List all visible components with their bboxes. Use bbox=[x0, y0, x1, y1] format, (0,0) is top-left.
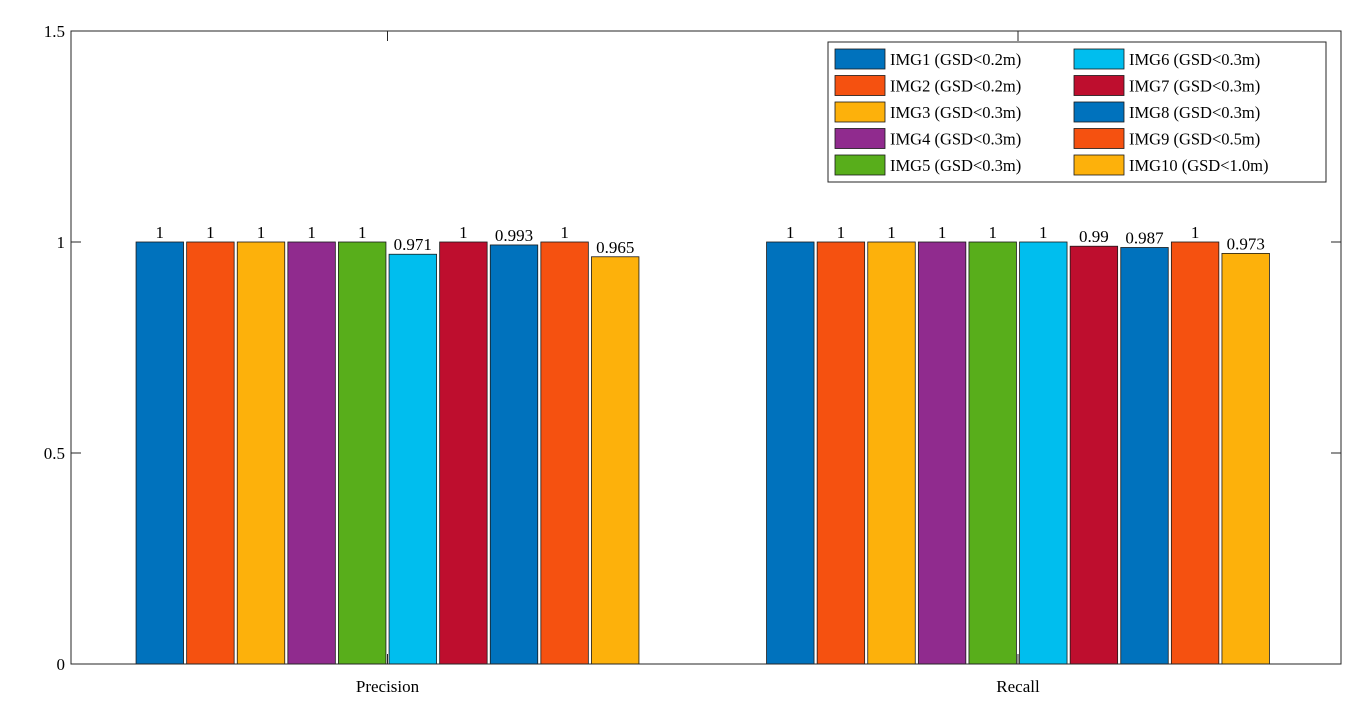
bar-value-label: 1 bbox=[459, 223, 468, 242]
bar bbox=[591, 256, 640, 665]
legend-swatch bbox=[834, 128, 886, 149]
y-tick-label: 1 bbox=[57, 233, 66, 252]
bar-value-label: 0.987 bbox=[1125, 228, 1164, 247]
legend-label: IMG4 (GSD<0.3m) bbox=[890, 130, 1021, 149]
bar bbox=[540, 241, 589, 665]
bar bbox=[338, 241, 387, 665]
legend-label: IMG9 (GSD<0.5m) bbox=[1129, 130, 1260, 149]
bar bbox=[439, 241, 488, 665]
bar-value-label: 1 bbox=[887, 223, 896, 242]
bar-value-label: 1 bbox=[257, 223, 266, 242]
bar-value-label: 0.993 bbox=[495, 226, 533, 245]
bar bbox=[968, 241, 1017, 665]
bar bbox=[135, 241, 184, 665]
plot-frame bbox=[70, 30, 1342, 665]
y-axis: 0 0.5 1 1.5 bbox=[44, 22, 65, 674]
bar bbox=[1221, 252, 1270, 665]
bar bbox=[1120, 247, 1169, 665]
bar bbox=[766, 241, 815, 665]
bar bbox=[388, 253, 437, 665]
x-tick-label: Precision bbox=[356, 677, 420, 696]
x-tick-label: Recall bbox=[996, 677, 1040, 696]
bar-value-label: 1 bbox=[786, 223, 795, 242]
y-tick-label: 0.5 bbox=[44, 444, 65, 463]
legend-label: IMG8 (GSD<0.3m) bbox=[1129, 103, 1260, 122]
bar-value-label: 1 bbox=[1191, 223, 1200, 242]
bar-value-label: 1 bbox=[358, 223, 367, 242]
legend-swatch bbox=[834, 48, 886, 70]
legend-swatch bbox=[1073, 75, 1125, 96]
legend-swatch bbox=[834, 154, 886, 176]
legend-swatch bbox=[834, 101, 886, 123]
legend: IMG1 (GSD<0.2m) IMG2 (GSD<0.2m) IMG3 (GSD<… bbox=[827, 41, 1327, 183]
legend-swatch bbox=[834, 75, 886, 96]
bar bbox=[1170, 241, 1220, 665]
bar bbox=[867, 241, 916, 665]
bar-value-label: 0.99 bbox=[1079, 227, 1109, 246]
y-tick-label: 1.5 bbox=[44, 22, 65, 41]
bar-value-label: 1 bbox=[988, 223, 997, 242]
bar-value-label: 1 bbox=[1039, 223, 1048, 242]
bar-value-label: 1 bbox=[307, 223, 316, 242]
legend-label: IMG6 (GSD<0.3m) bbox=[1129, 50, 1260, 69]
legend-label: IMG7 (GSD<0.3m) bbox=[1129, 77, 1260, 96]
bar bbox=[816, 241, 866, 665]
bar bbox=[917, 241, 967, 665]
legend-swatch bbox=[1073, 48, 1125, 70]
bar bbox=[489, 244, 539, 665]
bar-value-label: 0.965 bbox=[596, 238, 634, 257]
legend-label: IMG2 (GSD<0.2m) bbox=[890, 77, 1021, 96]
bar bbox=[1069, 245, 1119, 665]
bar-value-label: 0.971 bbox=[394, 235, 432, 254]
bar bbox=[186, 241, 235, 665]
legend-label: IMG3 (GSD<0.3m) bbox=[890, 103, 1021, 122]
bar-value-label: 1 bbox=[156, 223, 165, 242]
bar-value-label: 1 bbox=[560, 223, 569, 242]
legend-swatch bbox=[1073, 101, 1125, 123]
bar bbox=[236, 241, 286, 665]
bar-value-label: 1 bbox=[938, 223, 947, 242]
bar-value-label: 0.973 bbox=[1227, 234, 1265, 253]
bar-value-label: 1 bbox=[837, 223, 846, 242]
y-tick-label: 0 bbox=[57, 655, 66, 674]
bar bbox=[1019, 241, 1068, 665]
bar bbox=[287, 241, 336, 665]
legend-swatch bbox=[1073, 128, 1125, 149]
legend-label: IMG1 (GSD<0.2m) bbox=[890, 50, 1021, 69]
bar-value-label: 1 bbox=[206, 223, 215, 242]
legend-label: IMG5 (GSD<0.3m) bbox=[890, 156, 1021, 175]
legend-label: IMG10 (GSD<1.0m) bbox=[1129, 156, 1268, 175]
data-labels-group: 1 1 1 1 1 0.971 1 0.993 1 0.965 1 1 1 1 1 1 0.99 0.987 1 0.… bbox=[156, 223, 1265, 257]
bars-group bbox=[135, 241, 1270, 665]
x-axis: Precision Recall bbox=[356, 677, 1040, 696]
legend-swatch bbox=[1073, 154, 1125, 176]
